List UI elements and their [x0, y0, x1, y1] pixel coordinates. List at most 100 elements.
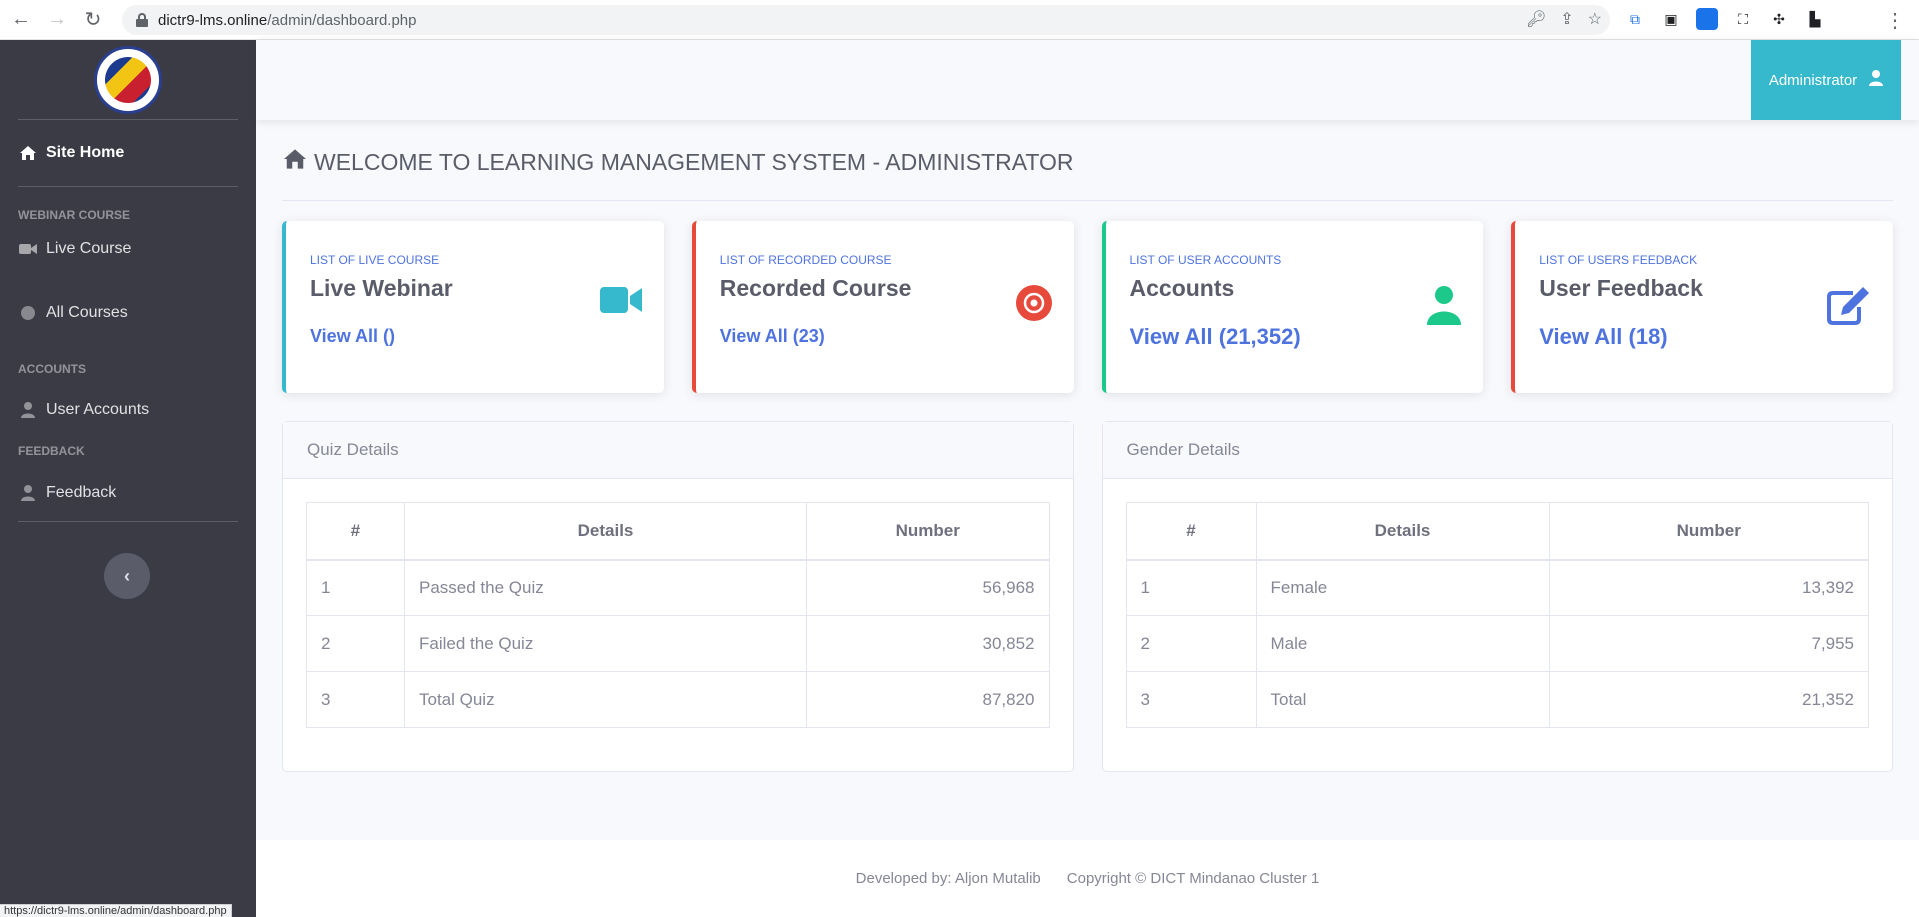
video-icon	[18, 243, 38, 255]
extension-blue-icon[interactable]	[1696, 8, 1718, 30]
sidebar: Site Home WEBINAR COURSE Live Course All…	[0, 40, 256, 917]
dot-circle-icon	[1015, 285, 1052, 326]
card-title: Recorded Course	[719, 275, 912, 301]
row-index: 1	[306, 559, 405, 616]
card-caption: LIST OF USER ACCOUNTS	[1129, 253, 1282, 267]
chevron-left-icon: ‹	[124, 565, 130, 586]
row-number: 7,955	[1548, 615, 1869, 672]
main-content: WELCOME TO LEARNING MANAGEMENT SYSTEM - …	[282, 120, 1893, 772]
row-number: 30,852	[806, 615, 1050, 672]
sidebar-item-label: Live Course	[46, 240, 132, 257]
browser-toolbar: ← → ↻ dictr9-lms.online/admin/dashboard.…	[0, 0, 1919, 40]
column-header: Number	[806, 502, 1050, 561]
table-row: 3 Total 21,352	[1125, 671, 1869, 728]
home-icon	[18, 145, 38, 161]
sidebar-item-label: Site Home	[46, 144, 125, 161]
row-detail: Total Quiz	[404, 671, 807, 728]
card-title: Accounts	[1129, 275, 1235, 301]
reload-icon[interactable]: ↻	[84, 9, 102, 31]
edit-icon	[1827, 285, 1871, 330]
extension-screenshot-icon[interactable]: ⛶	[1738, 10, 1748, 27]
status-bar-url: https://dictr9-lms.online/admin/dashboar…	[0, 904, 232, 917]
video-camera-icon	[599, 285, 642, 320]
row-index: 3	[306, 671, 405, 728]
user-menu-button[interactable]: Administrator	[1751, 40, 1901, 120]
card-title: User Feedback	[1539, 275, 1703, 301]
row-index: 3	[1125, 671, 1257, 728]
summary-cards: LIST OF LIVE COURSE Live Webinar View Al…	[282, 221, 1893, 393]
view-all-live-link[interactable]: View All ()	[310, 326, 396, 346]
user-icon	[1427, 285, 1462, 330]
forward-icon[interactable]: →	[47, 8, 67, 30]
footer-developer: Developed by: Aljon Mutalib	[855, 870, 1041, 887]
sidebar-item-label: All Courses	[46, 304, 128, 321]
url-host: dictr9-lms.online	[158, 11, 268, 29]
table-row: 2 Failed the Quiz 30,852	[306, 615, 1050, 672]
sidebar-toggle-button[interactable]: ‹	[104, 553, 150, 599]
row-index: 1	[1125, 559, 1257, 616]
extension-book-icon[interactable]: ▙	[1809, 10, 1821, 27]
sidebar-item-all-courses[interactable]: All Courses	[0, 293, 256, 333]
sidebar-item-live-course[interactable]: Live Course	[0, 229, 256, 269]
view-all-feedback-link[interactable]: View All (18)	[1539, 324, 1668, 349]
row-number: 56,968	[806, 559, 1050, 616]
user-icon	[18, 485, 38, 501]
circle-icon	[18, 305, 38, 321]
row-detail: Total	[1255, 671, 1550, 728]
row-detail: Passed the Quiz	[404, 559, 807, 616]
puzzle-icon[interactable]: ✣	[1773, 10, 1785, 27]
back-icon[interactable]: ←	[11, 8, 31, 30]
divider	[18, 521, 238, 522]
star-icon[interactable]: ☆	[1587, 11, 1602, 28]
card-accounts: LIST OF USER ACCOUNTS Accounts View All …	[1101, 221, 1484, 393]
card-caption: LIST OF RECORDED COURSE	[719, 253, 892, 267]
sidebar-item-label: Feedback	[46, 484, 117, 501]
extension-pip-icon[interactable]: ▣	[1664, 10, 1678, 27]
dict-logo[interactable]	[94, 45, 162, 114]
card-caption: LIST OF USERS FEEDBACK	[1539, 253, 1698, 267]
card-recorded-course: LIST OF RECORDED COURSE Recorded Course …	[691, 221, 1074, 393]
user-icon	[18, 402, 38, 418]
row-detail: Failed the Quiz	[404, 615, 807, 672]
card-caption: LIST OF LIVE COURSE	[310, 253, 440, 267]
row-number: 87,820	[806, 671, 1050, 728]
row-detail: Male	[1255, 615, 1550, 672]
footer: Developed by: Aljon Mutalib Copyright © …	[256, 840, 1919, 917]
sidebar-item-label: User Accounts	[46, 401, 150, 418]
row-index: 2	[306, 615, 405, 672]
menu-dots-icon[interactable]: ⋮	[1885, 10, 1905, 32]
lock-icon[interactable]	[136, 13, 148, 27]
panel-title: Gender Details	[1102, 422, 1892, 479]
extension-copy-icon[interactable]: ⧉	[1630, 10, 1640, 27]
sidebar-heading-accounts: ACCOUNTS	[18, 362, 86, 376]
card-title: Live Webinar	[310, 275, 453, 301]
address-bar[interactable]: dictr9-lms.online/admin/dashboard.php 🔑︎…	[122, 5, 1610, 35]
logo-container	[18, 40, 238, 120]
table-row: 3 Total Quiz 87,820	[306, 671, 1050, 728]
footer-copyright: Copyright © DICT Mindanao Cluster 1	[1066, 870, 1320, 887]
column-header: Details	[404, 502, 807, 561]
quiz-details-panel: Quiz Details # Details Number 1 Passed t…	[282, 421, 1074, 772]
row-detail: Female	[1255, 559, 1550, 616]
sidebar-heading-webinar: WEBINAR COURSE	[18, 208, 131, 222]
table-row: 2 Male 7,955	[1125, 615, 1869, 672]
url-path: /admin/dashboard.php	[267, 11, 417, 29]
column-header: #	[1125, 502, 1257, 561]
gender-table: # Details Number 1 Female 13,392 2	[1125, 502, 1870, 728]
sidebar-item-user-accounts[interactable]: User Accounts	[0, 383, 256, 437]
panel-title: Quiz Details	[283, 422, 1073, 479]
table-row: 1 Passed the Quiz 56,968	[306, 559, 1050, 616]
view-all-recorded-link[interactable]: View All (23)	[719, 326, 825, 346]
page-title: WELCOME TO LEARNING MANAGEMENT SYSTEM - …	[282, 148, 1893, 201]
key-icon[interactable]: 🔑︎	[1525, 11, 1547, 28]
column-header: Number	[1548, 502, 1869, 561]
table-row: 1 Female 13,392	[1125, 559, 1869, 616]
user-icon	[1869, 70, 1884, 90]
home-icon	[282, 148, 308, 176]
gender-details-panel: Gender Details # Details Number 1 Female	[1101, 421, 1893, 772]
sidebar-item-site-home[interactable]: Site Home	[0, 120, 256, 186]
topbar: Administrator	[256, 40, 1919, 120]
view-all-accounts-link[interactable]: View All (21,352)	[1129, 324, 1301, 349]
share-icon[interactable]: ⇪	[1560, 11, 1574, 28]
sidebar-item-feedback[interactable]: Feedback	[0, 465, 256, 521]
